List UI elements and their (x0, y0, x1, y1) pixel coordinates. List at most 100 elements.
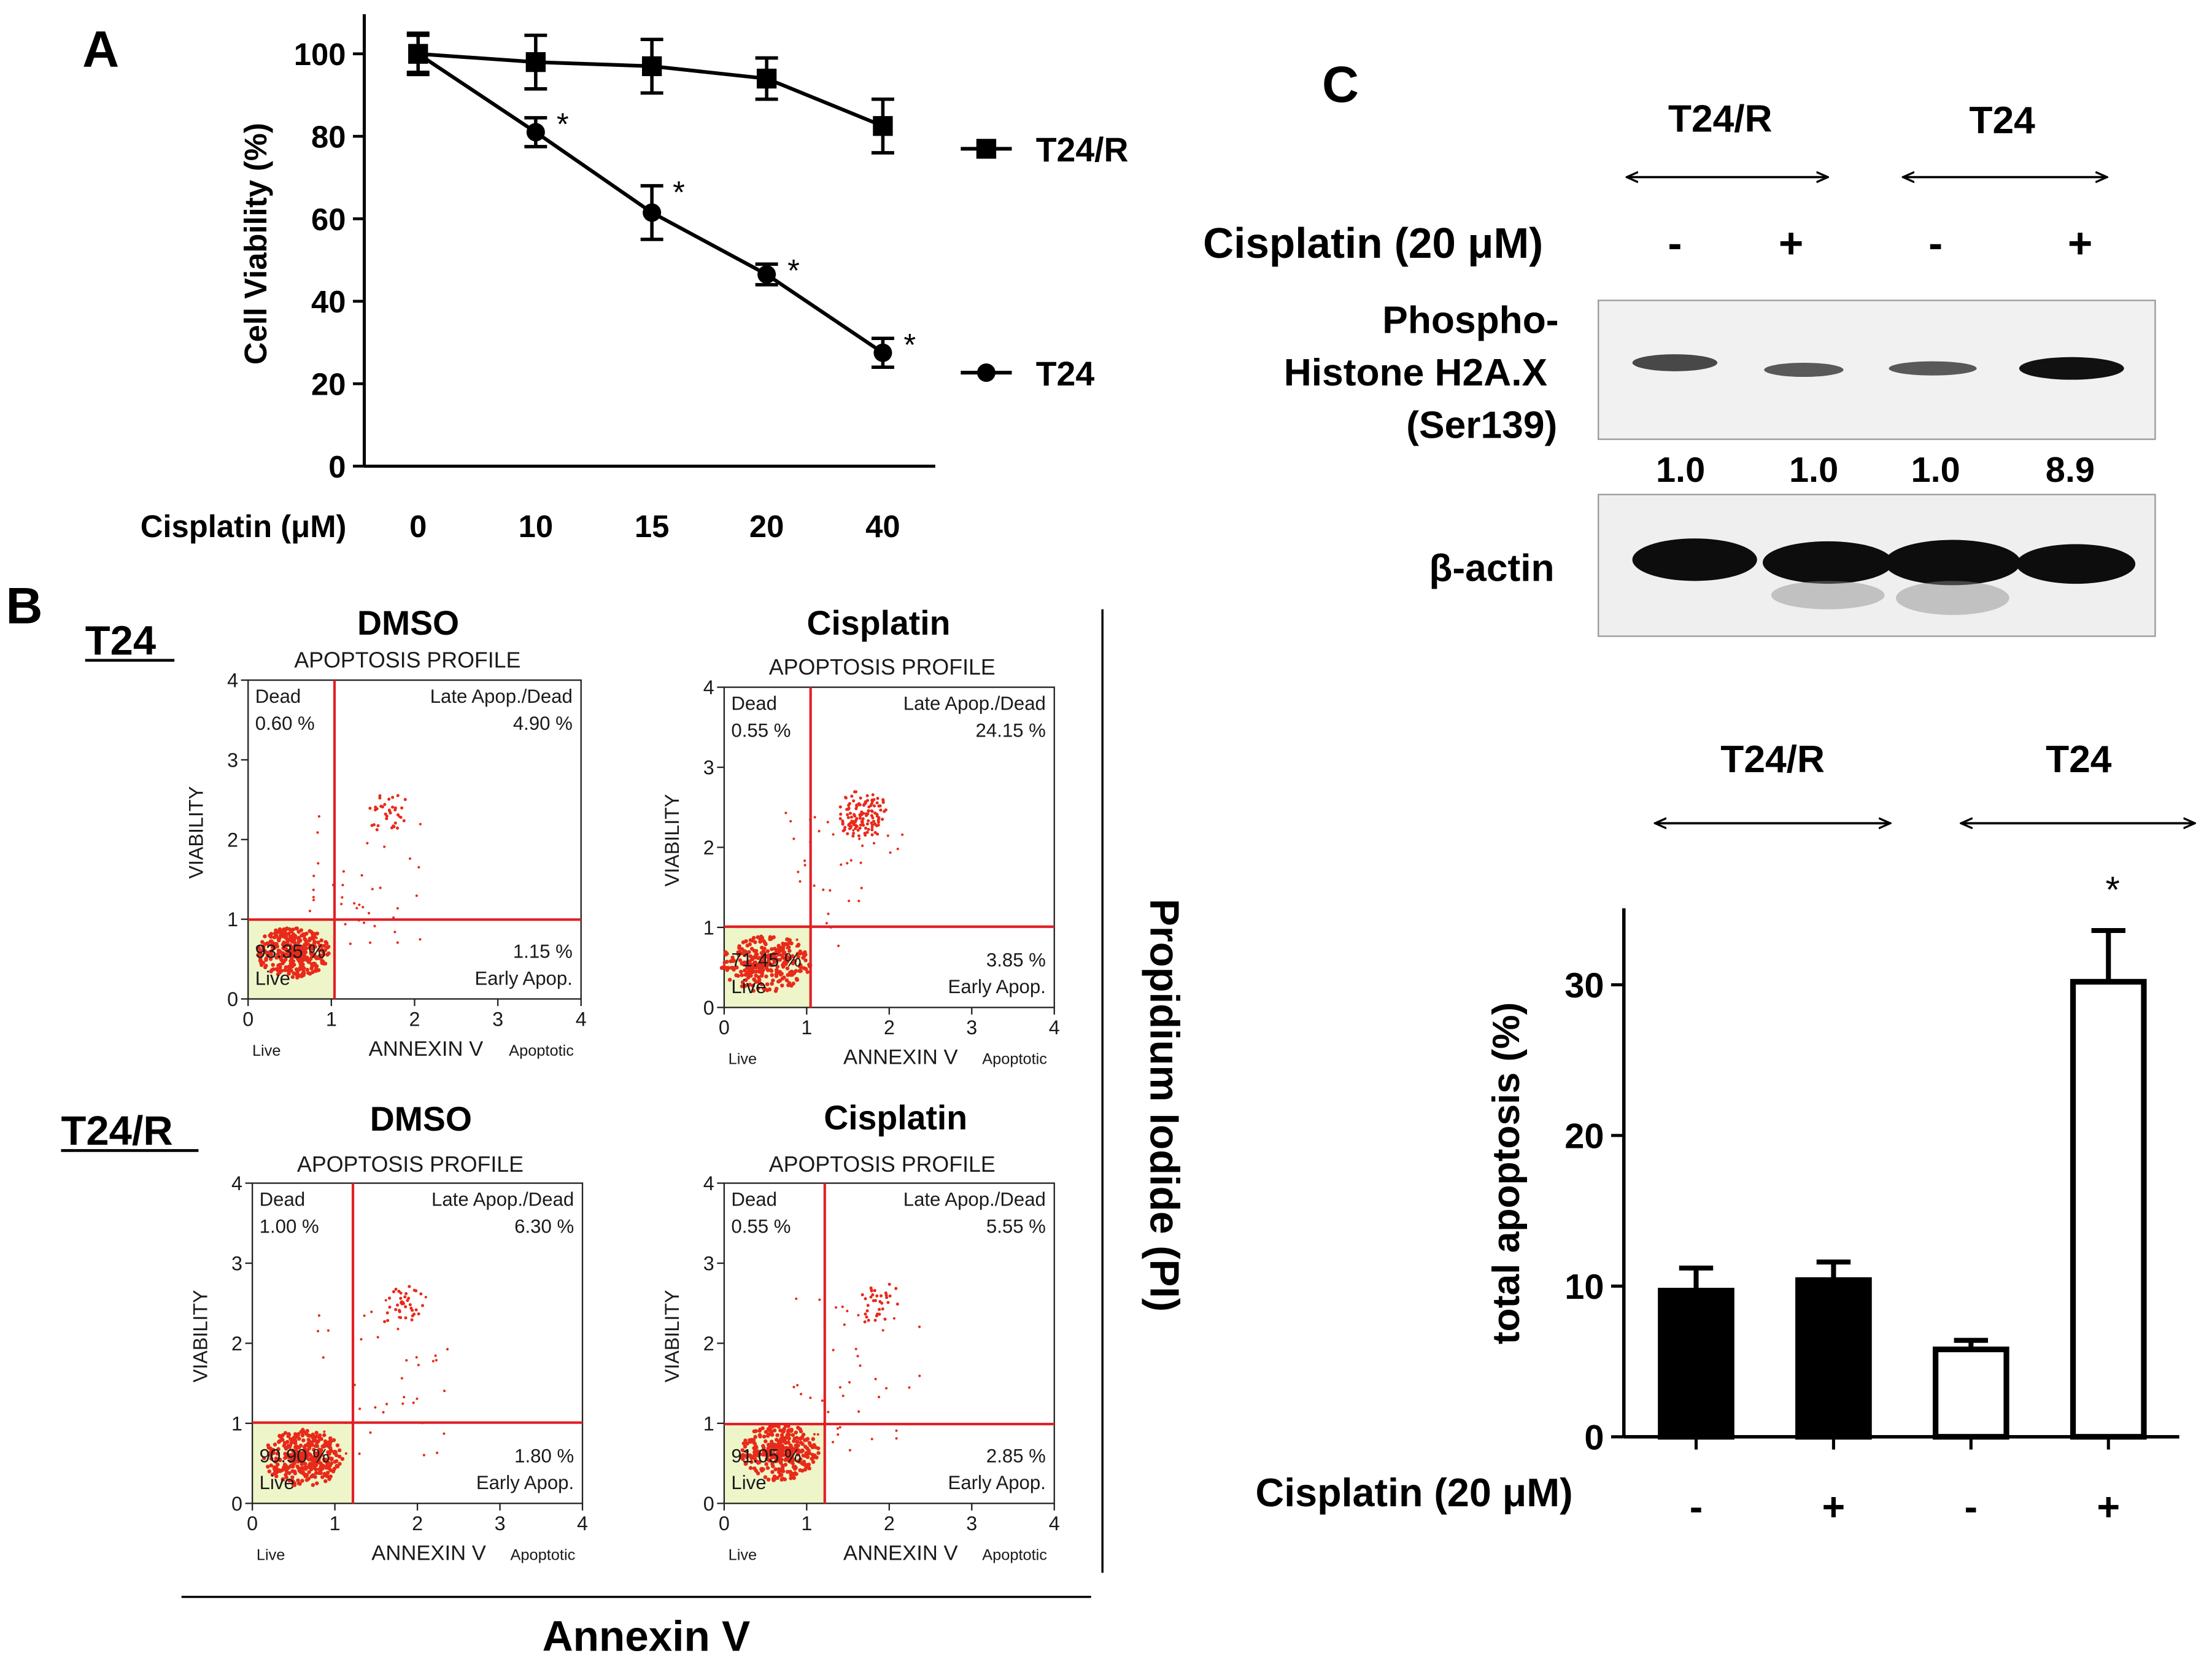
flow-event-dot (742, 949, 747, 953)
flow-event-dot (879, 808, 883, 812)
flow-event-dot (751, 983, 755, 988)
flow-event-dot (263, 934, 267, 939)
flow-event-dot (415, 894, 418, 897)
flow-event-dot (743, 983, 748, 988)
flow-event-dot (268, 957, 273, 961)
flow-event-dot (258, 949, 263, 954)
flow-event-dot (877, 1395, 881, 1399)
flow-event-dot (774, 986, 779, 991)
flow-quadrant-value-dead: 0.60 % (255, 713, 315, 734)
flow-event-dot (417, 1363, 420, 1366)
flow-event-dot (349, 942, 352, 945)
flow-event-dot (317, 1329, 320, 1333)
flow-event-dot (307, 929, 312, 934)
flow-event-dot (290, 1448, 295, 1453)
flow-event-dot (287, 931, 291, 936)
flow-y-axis-label: VIABILITY (661, 794, 683, 887)
flow-event-dot (299, 962, 304, 967)
flow-event-dot (741, 1441, 746, 1446)
flow-event-dot (875, 824, 878, 827)
flow-event-dot (358, 1452, 361, 1455)
flow-event-dot (764, 1439, 768, 1444)
flow-event-dot (867, 819, 870, 822)
flow-event-dot (267, 1469, 272, 1474)
flow-x-tick-label: 1 (801, 1512, 812, 1535)
flow-event-dot (741, 1457, 745, 1461)
flow-event-dot (772, 1474, 777, 1479)
flow-event-dot (775, 967, 779, 972)
flow-event-dot (796, 954, 800, 959)
flow-column-title: Cisplatin (824, 1099, 967, 1137)
flow-event-dot (787, 948, 792, 953)
flow-event-dot (317, 862, 320, 865)
flow-event-dot (757, 1428, 762, 1433)
flow-quadrant-name-early: Early Apop. (948, 976, 1046, 997)
flow-event-dot (792, 959, 797, 963)
flow-event-dot (861, 817, 865, 821)
viability-line-chart: 0 20 40 60 80 100 0 10 15 20 40 Cisplatin (μM) Cell … (141, 14, 1129, 544)
flow-event-dot (396, 941, 399, 944)
flow-event-dot (789, 973, 793, 977)
flow-event-dot (846, 1309, 849, 1312)
flow-event-dot (289, 929, 293, 934)
flow-event-dot (778, 958, 782, 962)
flow-event-dot (841, 1394, 845, 1398)
flow-event-dot (287, 1478, 292, 1483)
flow-event-dot (847, 899, 851, 902)
flow-event-dot (283, 1431, 288, 1435)
flow-event-dot (797, 870, 800, 873)
flow-event-dot (763, 1475, 768, 1479)
flow-event-dot (300, 1451, 304, 1456)
flow-event-dot (317, 955, 322, 959)
flow-event-dot (752, 1450, 757, 1455)
flow-event-dot (273, 1442, 277, 1447)
flow-event-dot (302, 953, 306, 958)
flow-event-dot (317, 1471, 322, 1476)
flow-event-dot (358, 903, 361, 907)
flow-event-dot (796, 1384, 799, 1387)
flow-event-dot (302, 932, 307, 937)
wb-quant-2: 1.0 (1789, 451, 1838, 490)
flow-event-dot (317, 948, 322, 952)
flow-event-dot (727, 978, 732, 982)
flow-event-dot (861, 844, 864, 847)
flow-x-tick-label: 0 (247, 1512, 258, 1535)
flow-event-dot (762, 954, 767, 959)
flow-event-dot (269, 932, 274, 936)
flow-event-dot (319, 1437, 323, 1441)
flow-event-dot (270, 1447, 274, 1452)
flow-event-dot (858, 816, 862, 820)
flow-event-dot (798, 949, 803, 954)
flow-event-dot (292, 1437, 296, 1441)
flow-event-dot (276, 1447, 280, 1452)
flow-event-dot (743, 968, 747, 973)
flow-event-dot (333, 1450, 338, 1454)
flow-event-dot (300, 1479, 304, 1483)
flow-event-dot (404, 1316, 408, 1320)
wb-quant-3: 1.0 (1911, 451, 1960, 490)
flow-event-dot (767, 1458, 771, 1463)
flow-event-dot (777, 1469, 781, 1474)
flow-event-dot (266, 1465, 270, 1469)
a-point-square (756, 68, 777, 89)
flow-event-dot (312, 1466, 317, 1471)
flow-x-right-label: Apoptotic (982, 1051, 1047, 1068)
flow-event-dot (806, 1462, 811, 1467)
flow-event-dot (794, 977, 799, 981)
flow-plot-t24r-dmso: DMSO APOPTOSIS PROFILE Dead 1.00 % Late Apop… (189, 1100, 588, 1565)
flow-event-dot (785, 1433, 790, 1437)
flow-quadrant-name-early: Early Apop. (475, 967, 573, 989)
flow-x-tick-label: 2 (884, 1512, 895, 1535)
flow-events (262, 1285, 449, 1487)
flow-event-dot (291, 959, 296, 964)
flow-event-dot (401, 1301, 404, 1305)
flow-event-dot (784, 1446, 789, 1450)
flow-event-dot (827, 1411, 830, 1414)
flow-event-dot (886, 834, 889, 837)
wb-loading-label: β-actin (1429, 547, 1554, 589)
flow-event-dot (862, 811, 865, 815)
flow-event-dot (303, 942, 307, 947)
flow-event-dot (880, 1301, 884, 1305)
flow-event-dot (294, 926, 298, 931)
flow-x-left-label: Live (257, 1547, 285, 1564)
